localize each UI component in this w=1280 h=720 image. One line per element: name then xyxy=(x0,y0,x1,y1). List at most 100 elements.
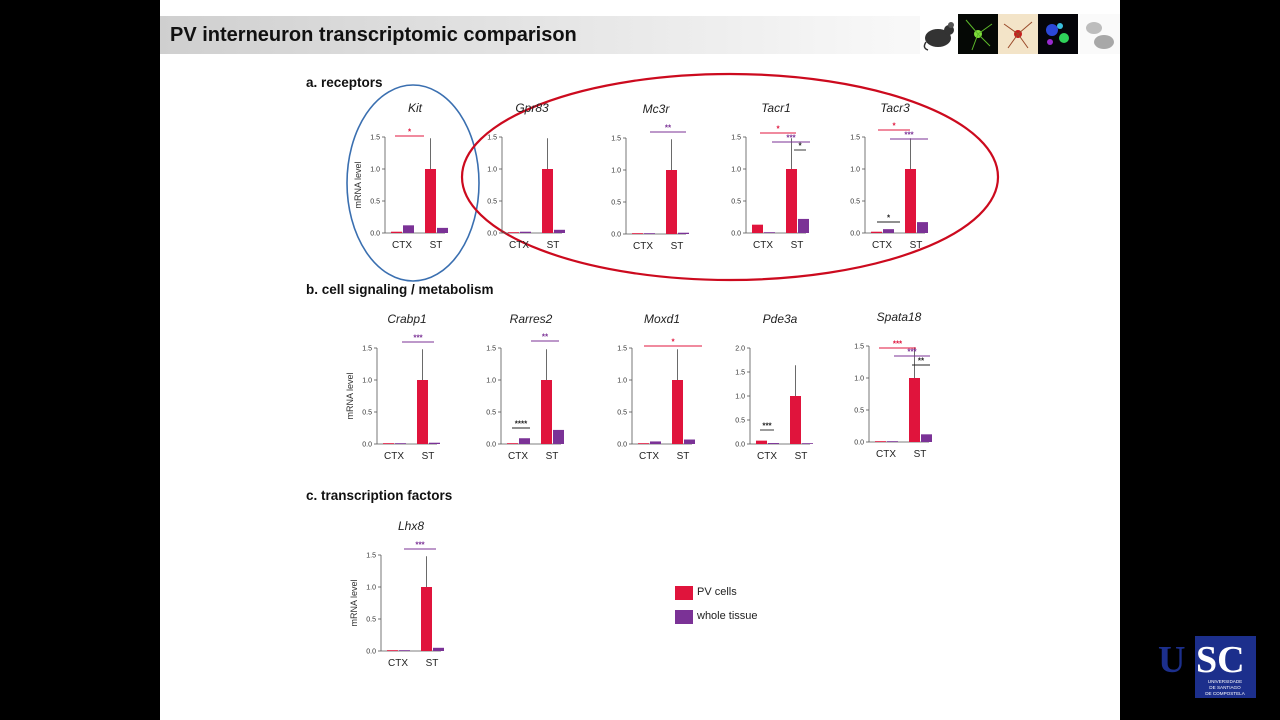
significance-marker-rarres2: ** xyxy=(542,333,549,342)
bar-pv-spata18-ctx xyxy=(875,441,886,442)
y-tick-label-gpr83: 1.5 xyxy=(487,135,497,142)
chart-title-kit: Kit xyxy=(408,101,423,115)
x-tick-label-mc3r-ctx: CTX xyxy=(633,241,653,252)
x-tick-label-gpr83-ctx: CTX xyxy=(509,240,529,251)
chart-title-spata18: Spata18 xyxy=(877,310,922,324)
y-tick-label-moxd1: 1.0 xyxy=(617,378,627,385)
bar-pv-tacr3-ctx xyxy=(871,231,882,233)
bar-tissue-pde3a-ctx xyxy=(768,443,779,444)
x-tick-label-moxd1-ctx: CTX xyxy=(639,451,659,462)
section-a-label: a. receptors xyxy=(306,75,383,90)
bar-pv-pde3a-ctx xyxy=(756,440,767,444)
bar-pv-crabp1-st xyxy=(417,380,428,444)
blue-green-cells-icon xyxy=(1038,14,1078,54)
y-tick-label-moxd1: 1.5 xyxy=(617,346,627,353)
bar-pv-gpr83-st xyxy=(542,169,553,233)
y-tick-label-pde3a: 0.5 xyxy=(735,418,745,425)
significance-marker-tacr1: *** xyxy=(786,134,796,143)
significance-marker-spata18: *** xyxy=(907,348,917,357)
y-tick-label-lhx8: 0.0 xyxy=(366,649,376,656)
x-tick-label-rarres2-st: ST xyxy=(546,451,559,462)
significance-marker-crabp1: *** xyxy=(413,334,423,343)
red-neuron-icon xyxy=(998,14,1038,54)
x-tick-label-mc3r-st: ST xyxy=(671,241,684,252)
y-tick-label-mc3r: 0.0 xyxy=(611,232,621,239)
x-tick-label-spata18-st: ST xyxy=(914,449,927,460)
chart-title-mc3r: Mc3r xyxy=(643,102,671,116)
bar-tissue-mc3r-st xyxy=(678,232,689,234)
green-neuron-icon xyxy=(958,14,998,54)
y-tick-label-crabp1: 1.5 xyxy=(362,346,372,353)
bar-pv-spata18-st xyxy=(909,378,920,442)
usc-logo-sub3: DE COMPOSTELA xyxy=(1205,691,1246,696)
bar-tissue-kit-st xyxy=(437,227,448,233)
usc-logo-sub1: UNIVERSIDADE xyxy=(1208,679,1242,684)
x-tick-label-tacr3-ctx: CTX xyxy=(872,240,892,251)
usc-logo-u: U xyxy=(1158,639,1185,681)
x-tick-label-pde3a-st: ST xyxy=(795,451,808,462)
bar-pv-lhx8-st xyxy=(421,587,432,651)
x-tick-label-spata18-ctx: CTX xyxy=(876,449,896,460)
significance-marker-spata18: ** xyxy=(918,357,925,366)
y-tick-label-rarres2: 1.5 xyxy=(486,346,496,353)
y-tick-label-tacr3: 0.5 xyxy=(850,199,860,206)
significance-marker-tacr1: * xyxy=(776,125,780,134)
bar-tissue-kit-ctx xyxy=(403,225,414,233)
x-tick-label-tacr1-st: ST xyxy=(791,240,804,251)
significance-marker-rarres2: **** xyxy=(515,420,528,429)
x-tick-label-gpr83-st: ST xyxy=(547,240,560,251)
significance-marker-spata18: *** xyxy=(893,340,903,349)
legend-swatch-pv xyxy=(675,586,693,600)
y-axis-label-kit: mRNA level xyxy=(353,161,363,208)
bar-tissue-spata18-ctx xyxy=(887,441,898,442)
usc-logo-sub2: DE SANTIAGO xyxy=(1209,685,1241,690)
bar-pv-moxd1-ctx xyxy=(638,443,649,444)
kit-highlight-ellipse xyxy=(346,84,480,282)
x-tick-label-tacr3-st: ST xyxy=(910,240,923,251)
significance-marker-lhx8: *** xyxy=(415,541,425,550)
x-tick-label-tacr1-ctx: CTX xyxy=(753,240,773,251)
y-tick-label-tacr1: 0.0 xyxy=(731,231,741,238)
chart-title-crabp1: Crabp1 xyxy=(387,312,426,326)
significance-marker-tacr1: * xyxy=(798,142,802,151)
x-tick-label-moxd1-st: ST xyxy=(677,451,690,462)
chart-title-pde3a: Pde3a xyxy=(763,312,798,326)
y-tick-label-mc3r: 1.0 xyxy=(611,168,621,175)
x-tick-label-lhx8-ctx: CTX xyxy=(388,658,408,669)
x-tick-label-lhx8-st: ST xyxy=(426,658,439,669)
y-tick-label-lhx8: 0.5 xyxy=(366,617,376,624)
page-title: PV interneuron transcriptomic comparison xyxy=(170,24,577,46)
y-tick-label-mc3r: 1.5 xyxy=(611,136,621,143)
usc-logo-sc: SC xyxy=(1196,639,1245,681)
bar-tissue-lhx8-ctx xyxy=(399,650,410,651)
section-b-label: b. cell signaling / metabolism xyxy=(306,282,494,297)
chart-title-rarres2: Rarres2 xyxy=(510,312,553,326)
bar-pv-pde3a-st xyxy=(790,396,801,444)
bar-pv-rarres2-ctx xyxy=(507,443,518,444)
bar-pv-kit-ctx xyxy=(391,231,402,233)
y-tick-label-rarres2: 0.0 xyxy=(486,442,496,449)
bar-pv-lhx8-ctx xyxy=(387,650,398,651)
bar-tissue-moxd1-ctx xyxy=(650,441,661,444)
x-tick-label-rarres2-ctx: CTX xyxy=(508,451,528,462)
bar-tissue-crabp1-st xyxy=(429,442,440,444)
significance-marker-tacr3: * xyxy=(892,122,896,131)
y-tick-label-tacr3: 1.5 xyxy=(850,135,860,142)
bar-tissue-rarres2-ctx xyxy=(519,438,530,444)
y-tick-label-moxd1: 0.0 xyxy=(617,442,627,449)
bar-tissue-tacr3-st xyxy=(917,222,928,233)
y-tick-label-kit: 1.0 xyxy=(370,167,380,174)
bar-pv-tacr1-st xyxy=(786,169,797,233)
bar-tissue-mc3r-ctx xyxy=(644,233,655,234)
x-tick-label-crabp1-st: ST xyxy=(422,451,435,462)
x-tick-label-kit-ctx: CTX xyxy=(392,240,412,251)
bar-pv-kit-st xyxy=(425,169,436,233)
bar-tissue-moxd1-st xyxy=(684,439,695,444)
bar-pv-gpr83-ctx xyxy=(508,232,519,233)
bar-pv-tacr1-ctx xyxy=(752,224,763,233)
gray-brain-icon xyxy=(1080,14,1120,54)
y-tick-label-mc3r: 0.5 xyxy=(611,200,621,207)
x-tick-label-kit-st: ST xyxy=(430,240,443,251)
mouse-icon xyxy=(920,14,960,54)
y-tick-label-spata18: 1.0 xyxy=(854,376,864,383)
